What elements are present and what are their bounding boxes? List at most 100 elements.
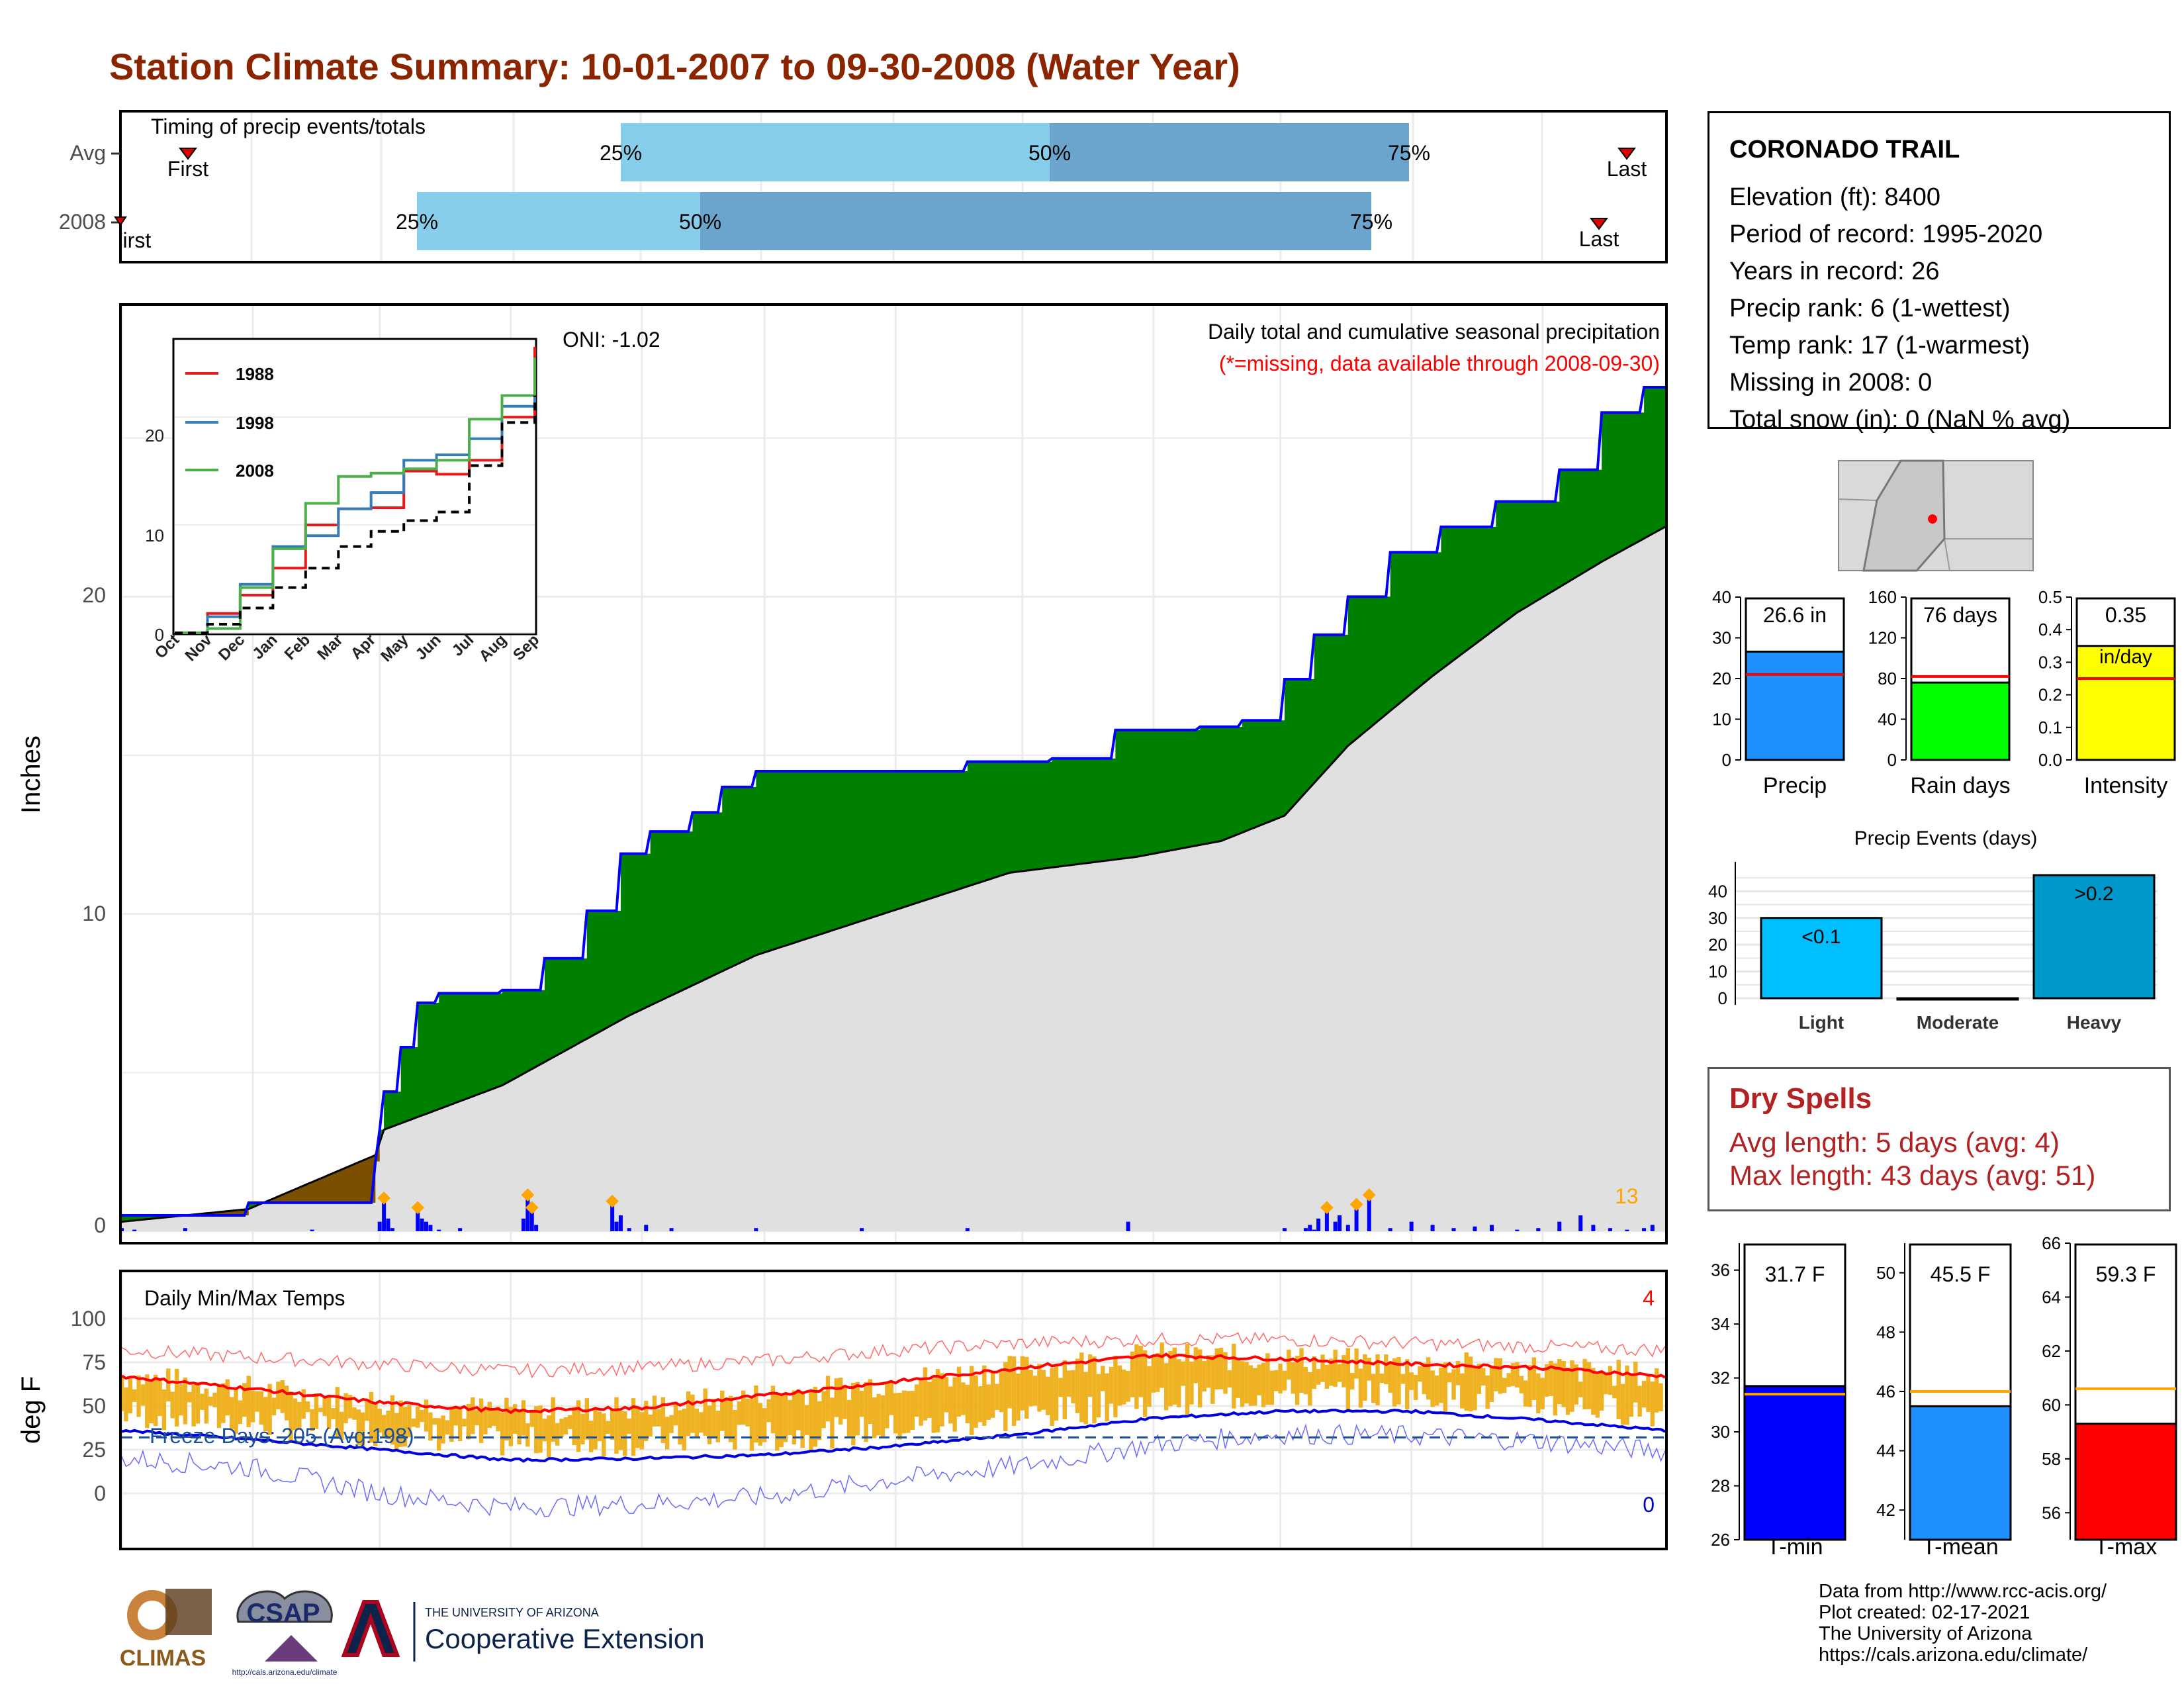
daily-temp-bar <box>255 1391 259 1412</box>
daily-precip-marker <box>1362 1188 1376 1201</box>
daily-temp-bar <box>1350 1373 1355 1390</box>
daily-temp-bar <box>1117 1365 1122 1406</box>
summary-ytick-label: 40 <box>1712 587 1731 607</box>
daily-temp-bar <box>1316 1368 1321 1385</box>
daily-temp-bar <box>825 1376 831 1422</box>
daily-temp-bar <box>322 1397 327 1417</box>
main-ytick-0: 0 <box>94 1213 106 1237</box>
daily-temp-bar <box>1096 1374 1101 1418</box>
daily-temp-bar <box>1071 1370 1075 1404</box>
daily-precip-bar <box>860 1228 864 1231</box>
inset-legend-2008: 2008 <box>236 461 274 481</box>
daily-temp-bar <box>1379 1373 1385 1383</box>
daily-temp-bar <box>1198 1349 1203 1408</box>
daily-precip-bar <box>458 1228 463 1231</box>
daily-temp-bar <box>606 1421 610 1434</box>
temp-title: Daily Min/Max Temps <box>144 1286 345 1310</box>
daily-temp-bar <box>1616 1360 1621 1420</box>
inset-line-avg <box>175 395 536 634</box>
temp-ytick-75: 75 <box>82 1350 106 1374</box>
daily-temp-bar <box>246 1376 251 1428</box>
daily-temp-bar <box>1295 1356 1300 1405</box>
tsum-bar-2 <box>2074 1423 2177 1541</box>
avg-first-label: First <box>167 157 208 181</box>
daily-temp-bar <box>1066 1370 1071 1397</box>
daily-temp-bar <box>935 1369 940 1432</box>
above-avg-area <box>122 387 1665 1222</box>
dry-spells-box: Dry Spells Avg length: 5 days (avg: 4) M… <box>1707 1067 2171 1211</box>
daily-precip-bar <box>521 1218 525 1231</box>
avg-min-line <box>121 1408 1666 1463</box>
daily-temp-bar <box>360 1412 365 1446</box>
daily-temp-bar <box>817 1401 822 1440</box>
daily-precip-bar <box>754 1228 758 1231</box>
daily-temp-bar <box>745 1398 750 1427</box>
summary-ytick-label: 20 <box>1712 669 1731 688</box>
daily-temp-bar <box>453 1406 458 1426</box>
inset-ytick-10: 10 <box>145 526 164 545</box>
temp-ytick-25: 25 <box>82 1438 106 1462</box>
daily-precip-bar <box>1409 1221 1414 1231</box>
month-label-apr: Apr <box>879 1560 912 1562</box>
daily-temp-bar <box>284 1385 289 1421</box>
daily-temp-bar <box>842 1385 847 1419</box>
daily-precip-marker <box>1320 1201 1334 1215</box>
daily-precip-bar <box>1650 1225 1655 1231</box>
daily-temp-bar <box>990 1372 995 1418</box>
daily-temp-bar <box>1109 1366 1114 1404</box>
daily-temp-bar <box>555 1423 560 1446</box>
daily-temp-bar <box>783 1393 788 1442</box>
daily-temp-bar <box>1481 1368 1486 1386</box>
tsum-value-1: 45.5 F <box>1931 1262 1991 1286</box>
summary-ytick-label: 160 <box>1868 587 1897 607</box>
daily-temp-bar <box>804 1405 809 1435</box>
daily-temp-bar <box>1455 1360 1461 1385</box>
daily-temp-bar <box>770 1385 776 1434</box>
tsum-ytick-label: 48 <box>1876 1322 1895 1342</box>
daily-temp-bar <box>1189 1361 1194 1405</box>
daily-temp-bar <box>910 1391 915 1430</box>
daily-temp-bar <box>872 1397 877 1438</box>
daily-temp-bar <box>318 1407 323 1413</box>
avg-last-marker <box>1617 148 1636 160</box>
daily-temp-bar <box>212 1392 217 1407</box>
daily-temp-bar <box>1641 1380 1647 1408</box>
daily-temp-bar <box>1489 1366 1494 1402</box>
daily-temp-bar <box>948 1386 953 1424</box>
daily-temp-bar <box>124 1387 128 1422</box>
daily-temp-bar <box>1232 1344 1236 1409</box>
station-info-box: CORONADO TRAIL Elevation (ft): 8400 Peri… <box>1707 111 2171 434</box>
daily-temp-bar <box>1303 1366 1308 1395</box>
daily-temp-bar <box>436 1418 441 1451</box>
daily-temp-bar <box>1011 1356 1017 1426</box>
month-label-dec: Dec <box>361 1560 398 1562</box>
daily-temp-bar <box>1299 1348 1304 1393</box>
tsum-ytick-label: 44 <box>1876 1441 1895 1461</box>
daily-precip-bar <box>965 1228 970 1231</box>
daily-temp-bar <box>1418 1366 1422 1382</box>
month-label-jul: Jul <box>1267 1560 1294 1562</box>
daily-precip-bar <box>1642 1228 1647 1231</box>
daily-temp-bar <box>1460 1373 1465 1409</box>
daily-temp-bar <box>766 1399 771 1423</box>
location-map <box>1838 459 2034 572</box>
daily-temp-bar <box>161 1389 167 1430</box>
daily-precip-marker <box>377 1191 391 1205</box>
events-bar-label-0: <0.1 <box>1801 926 1841 948</box>
daily-temp-bar <box>1494 1358 1498 1391</box>
tsum-xlabel-0: T-min <box>1767 1534 1823 1556</box>
daily-temp-bar <box>1434 1375 1439 1406</box>
daily-temp-bar <box>1443 1362 1447 1412</box>
daily-precip-bar <box>377 1221 382 1231</box>
csap-text: CSAP <box>246 1599 320 1628</box>
events-bar-moderate <box>1896 997 2019 1001</box>
daily-temp-bar <box>602 1413 606 1457</box>
daily-temp-bar <box>940 1373 944 1427</box>
daily-temp-bar <box>1062 1360 1067 1420</box>
daily-temp-bar <box>1582 1358 1587 1410</box>
daily-precip-bar <box>424 1221 429 1231</box>
temp-chart: deg F 0 25 50 75 100 Daily Min/Max Temps… <box>17 1270 1668 1562</box>
summary-ytick-label: 0.5 <box>2038 587 2062 607</box>
avg-bar-50-75 <box>1050 123 1409 181</box>
